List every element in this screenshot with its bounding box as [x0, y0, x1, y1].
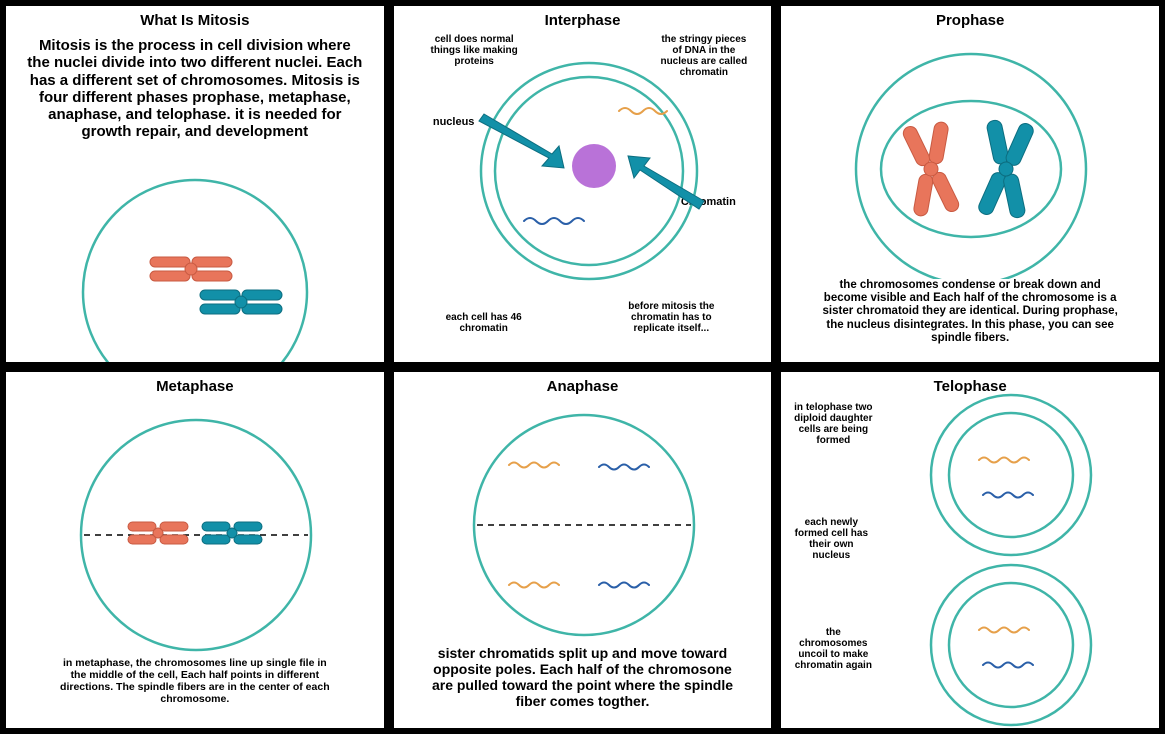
interphase-diagram — [394, 6, 774, 364]
panel-metaphase: Metaphase — [4, 370, 386, 730]
anaphase-desc: sister chromatids split up and move towa… — [394, 645, 772, 709]
anaphase-diagram — [394, 395, 774, 645]
panel-anaphase: Anaphase sister chromatids split up and … — [392, 370, 774, 730]
intro-diagram — [5, 162, 385, 364]
panel-interphase: Interphase cell does normal things like … — [392, 4, 774, 364]
intro-desc: Mitosis is the process in cell division … — [6, 29, 384, 145]
telophase-diagram — [871, 390, 1151, 730]
panel-prophase: Prophase — [779, 4, 1161, 364]
metaphase-diagram — [6, 395, 386, 655]
caption-two: in telophase two diploid daughter cells … — [793, 402, 873, 446]
prophase-desc: the chromosomes condense or break down a… — [781, 279, 1159, 345]
prophase-title: Prophase — [781, 6, 1159, 29]
prophase-diagram — [781, 29, 1161, 279]
metaphase-title: Metaphase — [6, 372, 384, 395]
metaphase-desc: in metaphase, the chromosomes line up si… — [6, 655, 384, 707]
anaphase-title: Anaphase — [394, 372, 772, 395]
caption-uncoil: the chromosomes uncoil to make chromatin… — [793, 627, 873, 671]
panel-intro: What Is Mitosis Mitosis is the process i… — [4, 4, 386, 364]
mitosis-grid: What Is Mitosis Mitosis is the process i… — [0, 0, 1165, 734]
panel-telophase: Telophase in telophase two diploid daugh… — [779, 370, 1161, 730]
caption-newly: each newly formed cell has their own nuc… — [789, 517, 873, 561]
intro-title: What Is Mitosis — [6, 6, 384, 29]
